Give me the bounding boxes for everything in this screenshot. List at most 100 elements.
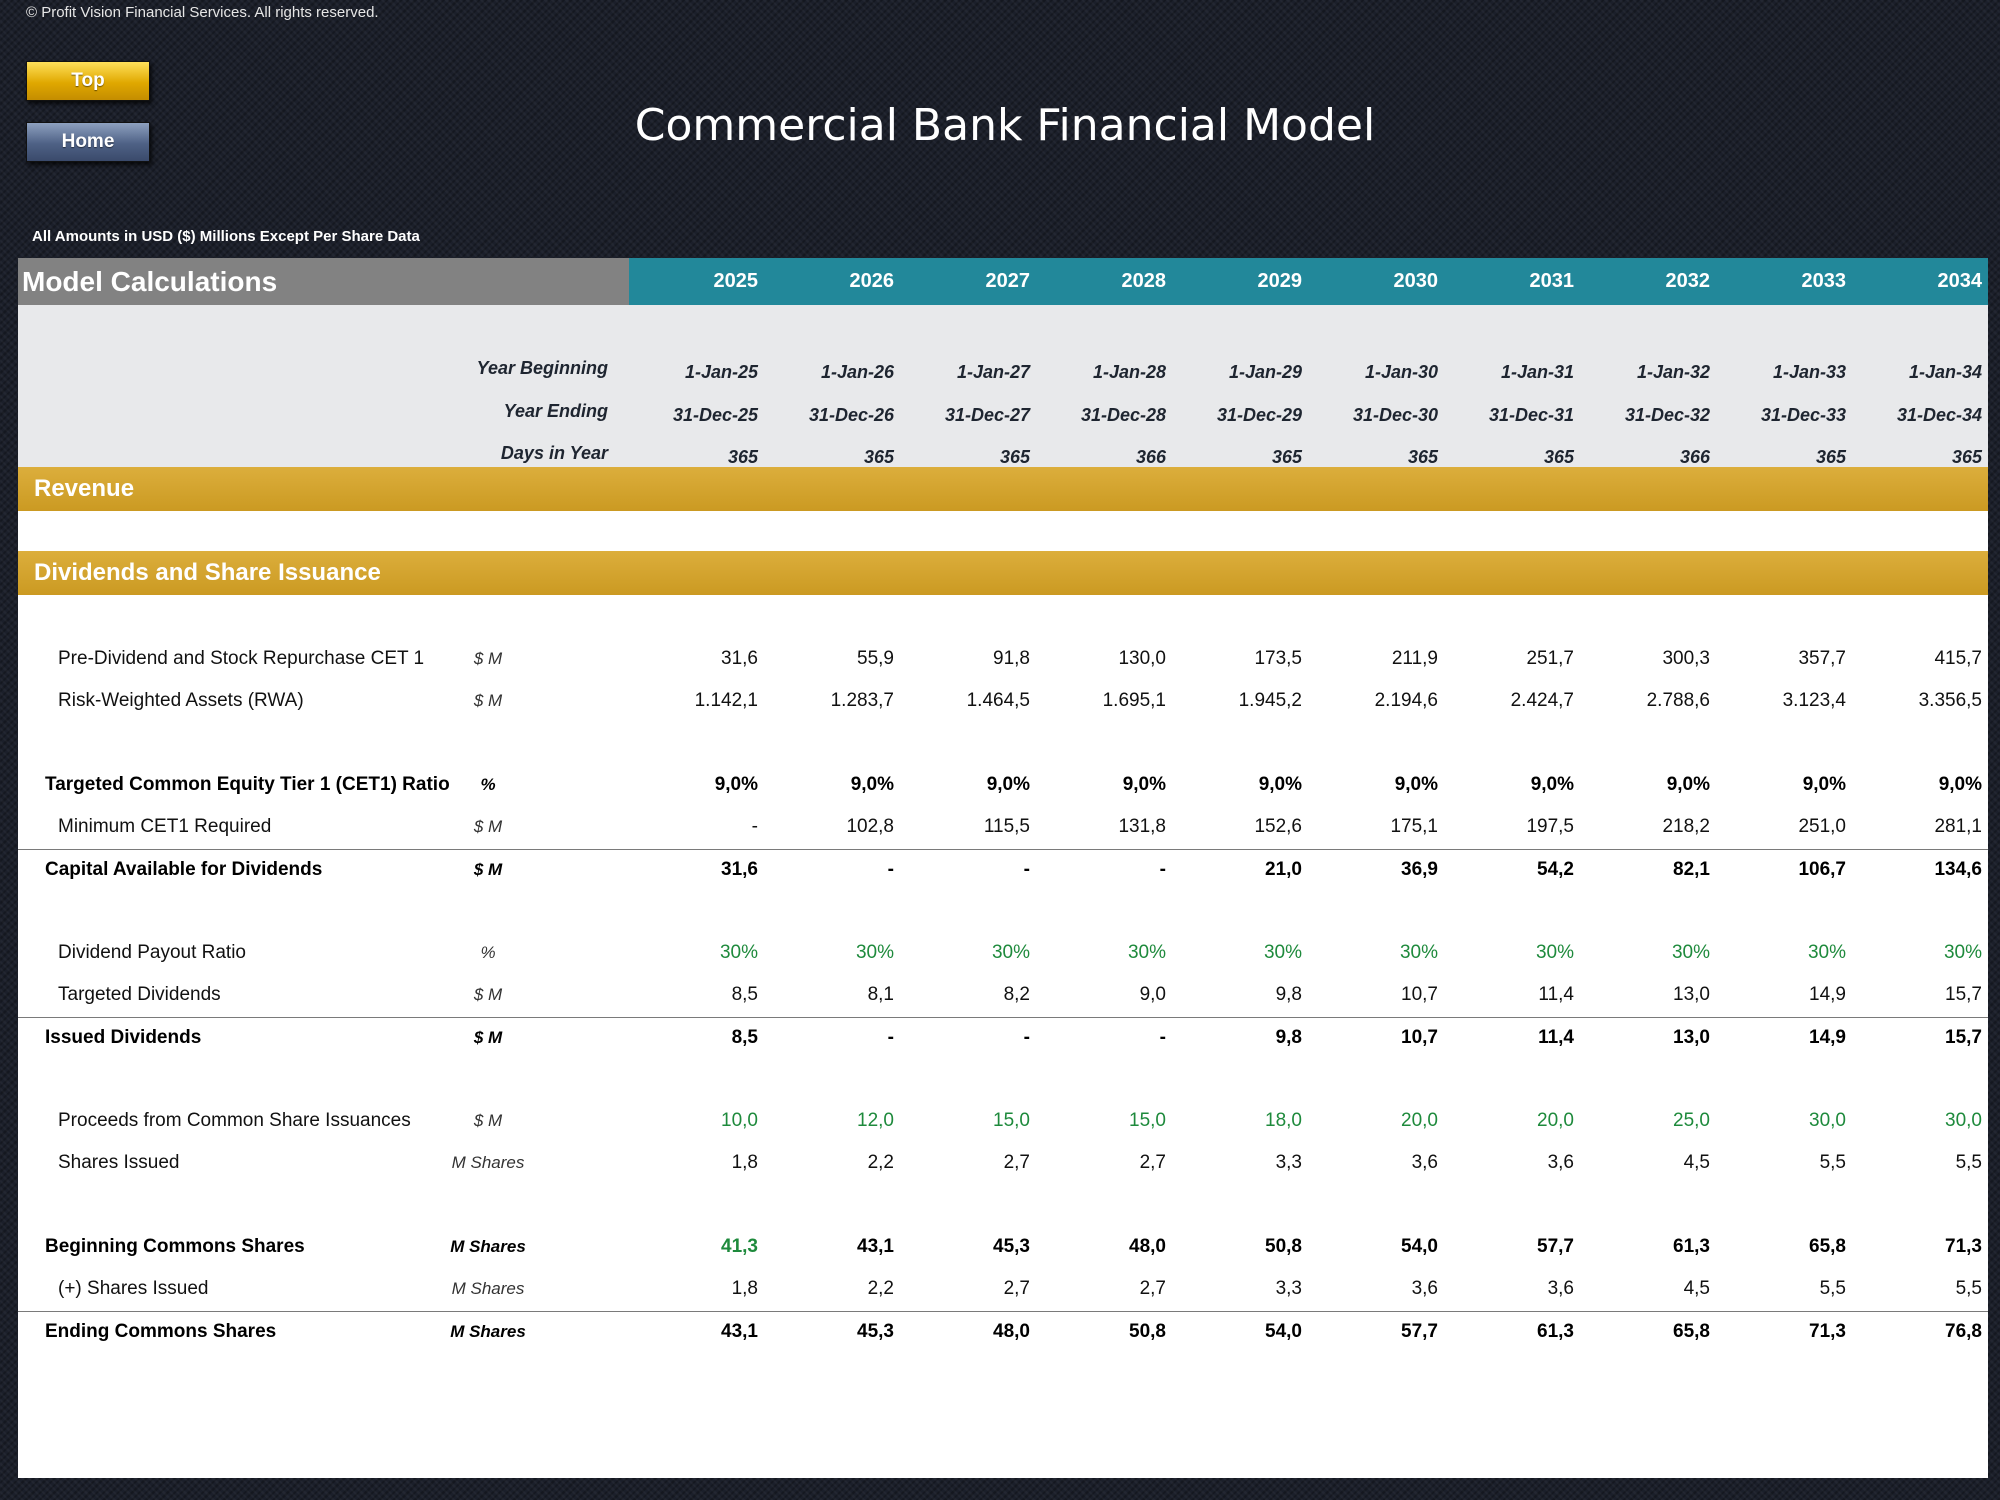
- date-cell: 365: [1271, 447, 1302, 467]
- table-cell: 357,7: [1798, 648, 1846, 669]
- table-cell: 30%: [1399, 942, 1438, 963]
- table-cell: 15,7: [1945, 984, 1982, 1005]
- table-cell: 76,8: [1945, 1321, 1982, 1342]
- table-cell: 9,8: [1275, 1027, 1302, 1048]
- table-cell: 115,5: [983, 816, 1030, 837]
- date-cell: 31-Dec-34: [1896, 405, 1982, 425]
- table-cell: 20,0: [1401, 1110, 1438, 1131]
- table-cell: 57,7: [1537, 1236, 1574, 1257]
- date-cell: 365: [1951, 447, 1982, 467]
- date-cell: 31-Dec-25: [672, 405, 758, 425]
- date-cell: 31-Dec-31: [1488, 405, 1574, 425]
- table-cell: 9,0%: [1258, 774, 1302, 795]
- table-cell: 30%: [1807, 942, 1846, 963]
- date-cell: 1-Jan-33: [1772, 362, 1846, 382]
- table-cell: 1.142,1: [694, 690, 758, 711]
- table-cell: 8,5: [731, 1027, 758, 1048]
- table-cell: 3,6: [1547, 1152, 1574, 1173]
- table-cell: 9,0%: [1394, 774, 1438, 795]
- table-cell: 48,0: [1129, 1236, 1166, 1257]
- date-cell: 31-Dec-33: [1760, 405, 1846, 425]
- date-cell: 365: [999, 447, 1030, 467]
- table-cell: 41,3: [721, 1236, 758, 1257]
- table-cell: 9,0%: [1122, 774, 1166, 795]
- row-unit: M Shares: [450, 1237, 526, 1256]
- table-cell: 102,8: [846, 816, 894, 837]
- row-unit: $ M: [473, 1028, 503, 1047]
- table-cell: 30%: [855, 942, 894, 963]
- row-unit: M Shares: [451, 1279, 525, 1298]
- table-cell: 50,8: [1265, 1236, 1302, 1257]
- table-cell: 8,1: [867, 984, 894, 1005]
- row-unit: M Shares: [451, 1153, 525, 1172]
- table-cell: 9,0%: [1938, 774, 1982, 795]
- table-cell: -: [1159, 859, 1166, 880]
- table-row: Issued Dividends $ M 8,5 - - - 9,8 10,7 11,4 13,0…: [18, 1017, 1988, 1058]
- table-cell: 2.194,6: [1374, 690, 1438, 711]
- table-cell: 13,0: [1673, 984, 1710, 1005]
- table-cell: 2,7: [1003, 1278, 1030, 1299]
- table-cell: 30%: [1671, 942, 1710, 963]
- table-row: Risk-Weighted Assets (RWA) $ M 1.142,1 1.28…: [18, 681, 1988, 721]
- table-cell: 55,9: [857, 648, 894, 669]
- year-header-2027: 2027: [985, 270, 1031, 292]
- table-cell: 57,7: [1401, 1321, 1438, 1342]
- year-header-2028: 2028: [1121, 270, 1167, 292]
- table-cell: 54,0: [1401, 1236, 1438, 1257]
- table-cell: 415,7: [1934, 648, 1982, 669]
- date-cell: 365: [1407, 447, 1438, 467]
- table-cell: 9,0%: [1802, 774, 1846, 795]
- year-header-2030: 2030: [1393, 270, 1439, 292]
- table-cell: 173,5: [1254, 648, 1302, 669]
- row-unit: $ M: [473, 1111, 503, 1130]
- table-cell: 5,5: [1955, 1278, 1982, 1299]
- date-cell: 365: [1543, 447, 1574, 467]
- table-cell: 2,7: [1139, 1278, 1166, 1299]
- year-header-2034: 2034: [1937, 270, 1983, 292]
- date-cell: 1-Jan-29: [1228, 362, 1302, 382]
- home-button[interactable]: Home: [26, 122, 150, 162]
- date-cell: 1-Jan-32: [1636, 362, 1710, 382]
- dividends-band: Dividends and Share Issuance: [18, 551, 1988, 595]
- table-cell: 21,0: [1265, 859, 1302, 880]
- table-row: Targeted Dividends $ M 8,5 8,1 8,2 9,0 9,8 10,7…: [18, 975, 1988, 1015]
- table-cell: 30%: [991, 942, 1030, 963]
- date-cell: 366: [1135, 447, 1166, 467]
- table-cell: 20,0: [1537, 1110, 1574, 1131]
- table-cell: 25,0: [1673, 1110, 1710, 1131]
- table-row: Capital Available for Dividends $ M 31,6 - -…: [18, 849, 1988, 890]
- table-cell: 13,0: [1673, 1027, 1710, 1048]
- date-cell: 1-Jan-25: [684, 362, 758, 382]
- row-unit: %: [480, 943, 496, 962]
- table-cell: 82,1: [1673, 859, 1710, 880]
- date-cell: 31-Dec-29: [1216, 405, 1302, 425]
- top-button[interactable]: Top: [26, 61, 150, 101]
- table-cell: 9,0%: [1666, 774, 1710, 795]
- table-cell: 18,0: [1265, 1110, 1302, 1131]
- table-cell: 14,9: [1809, 984, 1846, 1005]
- table-row: (+) Shares Issued M Shares 1,8 2,2 2,7 2,7 3,3…: [18, 1269, 1988, 1309]
- table-row: Minimum CET1 Required $ M - 102,8 115,5 131,8…: [18, 807, 1988, 847]
- date-row-label: Days in Year: [500, 443, 608, 463]
- table-cell: 30%: [1943, 942, 1982, 963]
- table-cell: 9,0: [1139, 984, 1166, 1005]
- row-label: Issued Dividends: [45, 1027, 202, 1048]
- table-cell: -: [1023, 1027, 1030, 1048]
- year-header-2026: 2026: [849, 270, 895, 292]
- table-cell: 31,6: [721, 648, 758, 669]
- date-row-label: Year Beginning: [476, 358, 608, 378]
- table-cell: 2,2: [867, 1278, 894, 1299]
- table-cell: 3.356,5: [1918, 690, 1982, 711]
- table-row: Dividend Payout Ratio% 30% 30% 30% 30% 30% 30%…: [18, 933, 1988, 973]
- row-unit: $ M: [473, 817, 503, 836]
- table-cell: 10,7: [1401, 984, 1438, 1005]
- table-cell: -: [1023, 859, 1030, 880]
- table-cell: 14,9: [1809, 1027, 1846, 1048]
- page-title: Commercial Bank Financial Model: [634, 100, 1376, 151]
- table-cell: 3,6: [1411, 1278, 1438, 1299]
- table-cell: 30,0: [1945, 1110, 1982, 1131]
- table-cell: 4,5: [1683, 1152, 1710, 1173]
- table-cell: 11,4: [1538, 1027, 1574, 1048]
- table-cell: 91,8: [993, 648, 1030, 669]
- table-row: Ending Commons Shares M Shares 43,1 45,3 48,…: [18, 1311, 1988, 1352]
